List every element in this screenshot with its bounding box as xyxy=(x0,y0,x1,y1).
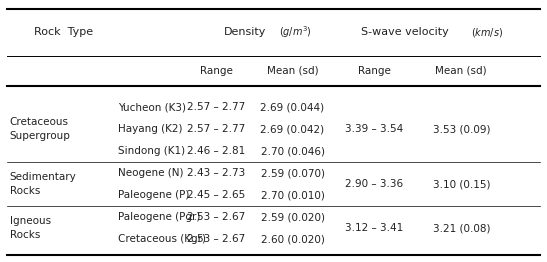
Text: 3.12 – 3.41: 3.12 – 3.41 xyxy=(345,223,403,233)
Text: Sedimentary
Rocks: Sedimentary Rocks xyxy=(9,172,76,196)
Text: S-wave velocity: S-wave velocity xyxy=(362,28,449,37)
Text: Sindong (K1): Sindong (K1) xyxy=(118,146,185,156)
Text: 2.59 (0.020): 2.59 (0.020) xyxy=(260,212,324,222)
Text: 2.70 (0.010): 2.70 (0.010) xyxy=(260,190,324,200)
Text: Range: Range xyxy=(200,66,233,76)
Text: 2.45 – 2.65: 2.45 – 2.65 xyxy=(187,190,246,200)
Text: 3.39 – 3.54: 3.39 – 3.54 xyxy=(345,124,403,134)
Text: 2.53 – 2.67: 2.53 – 2.67 xyxy=(187,234,246,244)
Text: Density: Density xyxy=(224,28,266,37)
Text: Cretaceous
Supergroup: Cretaceous Supergroup xyxy=(9,117,71,141)
Text: 2.60 (0.020): 2.60 (0.020) xyxy=(260,234,324,244)
Text: Paleogene (P): Paleogene (P) xyxy=(118,190,190,200)
Text: 2.53 – 2.67: 2.53 – 2.67 xyxy=(187,212,246,222)
Text: Range: Range xyxy=(358,66,391,76)
Text: 3.53 (0.09): 3.53 (0.09) xyxy=(433,124,490,134)
Text: Igneous
Rocks: Igneous Rocks xyxy=(9,216,51,240)
Text: Paleogene (Pgr): Paleogene (Pgr) xyxy=(118,212,201,222)
Text: 3.21 (0.08): 3.21 (0.08) xyxy=(433,223,490,233)
Text: Neogene (N): Neogene (N) xyxy=(118,168,184,178)
Text: 2.70 (0.046): 2.70 (0.046) xyxy=(260,146,324,156)
Text: Rock  Type: Rock Type xyxy=(34,28,94,37)
Text: Cretaceous (Kgr): Cretaceous (Kgr) xyxy=(118,234,206,244)
Text: Mean (sd): Mean (sd) xyxy=(267,66,318,76)
Text: 2.90 – 3.36: 2.90 – 3.36 xyxy=(345,179,403,189)
Text: 2.43 – 2.73: 2.43 – 2.73 xyxy=(187,168,246,178)
Text: 2.69 (0.044): 2.69 (0.044) xyxy=(260,102,324,112)
Text: $(km/s)$: $(km/s)$ xyxy=(470,26,503,39)
Text: Mean (sd): Mean (sd) xyxy=(435,66,487,76)
Text: 2.46 – 2.81: 2.46 – 2.81 xyxy=(187,146,246,156)
Text: Yucheon (K3): Yucheon (K3) xyxy=(118,102,187,112)
Text: Hayang (K2): Hayang (K2) xyxy=(118,124,183,134)
Text: 2.57 – 2.77: 2.57 – 2.77 xyxy=(187,102,246,112)
Text: 3.10 (0.15): 3.10 (0.15) xyxy=(433,179,490,189)
Text: 2.59 (0.070): 2.59 (0.070) xyxy=(260,168,324,178)
Text: 2.69 (0.042): 2.69 (0.042) xyxy=(260,124,324,134)
Text: $(g/m^3)$: $(g/m^3)$ xyxy=(279,25,312,40)
Text: 2.57 – 2.77: 2.57 – 2.77 xyxy=(187,124,246,134)
